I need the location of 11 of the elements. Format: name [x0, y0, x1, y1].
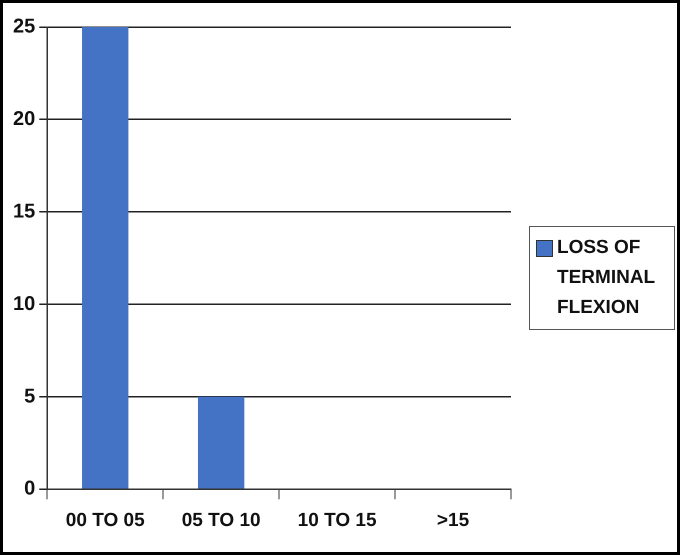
- y-tick-label: 20: [12, 108, 36, 130]
- x-tick-label: 00 TO 05: [66, 510, 146, 531]
- y-tick-label: 25: [12, 16, 36, 38]
- legend-label: LOSS OF TERMINAL FLEXION: [557, 236, 656, 320]
- y-tick-label: 15: [12, 200, 36, 222]
- x-tick-label: >15: [436, 510, 470, 531]
- y-tick-label: 5: [24, 385, 36, 408]
- x-tick-label: 05 TO 10: [182, 510, 261, 531]
- x-tick-label: 10 TO 15: [298, 510, 377, 531]
- y-tick-label: 10: [12, 292, 36, 315]
- y-tick-label: 0: [24, 478, 36, 500]
